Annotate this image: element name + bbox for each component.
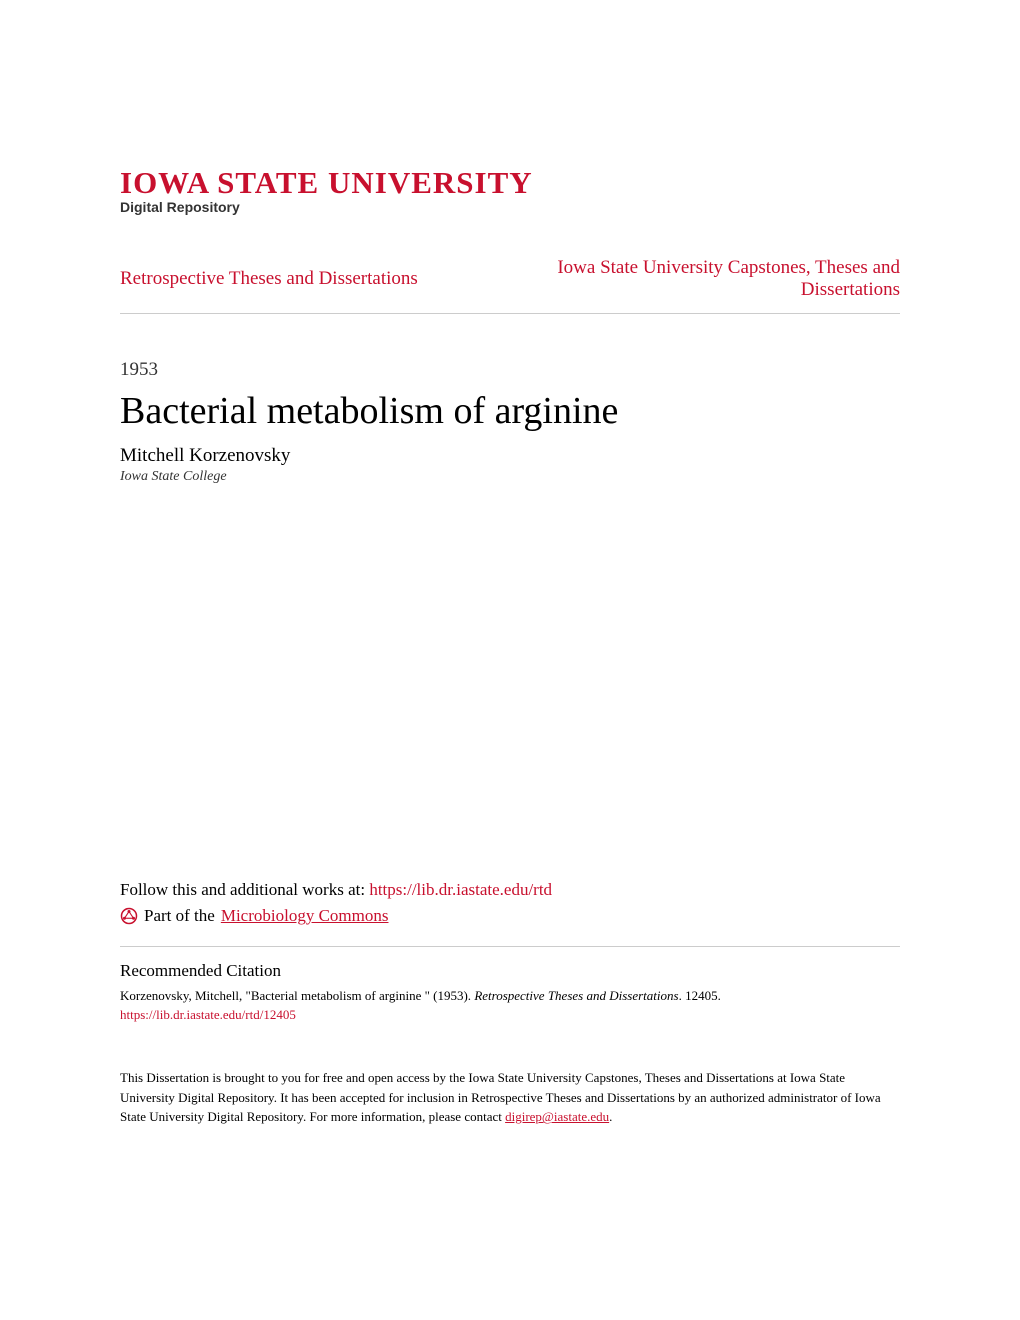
contact-email-link[interactable]: digirep@iastate.edu: [505, 1109, 609, 1124]
divider-line: [120, 946, 900, 947]
logo-section: IOWA STATE UNIVERSITY Digital Repository: [120, 165, 900, 215]
author-name: Mitchell Korzenovsky: [120, 445, 900, 467]
commons-link[interactable]: Microbiology Commons: [221, 906, 389, 926]
page-container: IOWA STATE UNIVERSITY Digital Repository…: [0, 0, 1020, 1187]
network-icon: [120, 907, 138, 925]
follow-url-link[interactable]: https://lib.dr.iastate.edu/rtd: [369, 880, 552, 899]
citation-part1: Korzenovsky, Mitchell, "Bacterial metabo…: [120, 988, 474, 1003]
citation-url-link[interactable]: https://lib.dr.iastate.edu/rtd/12405: [120, 1007, 900, 1023]
university-name: IOWA STATE UNIVERSITY: [120, 165, 900, 201]
part-prefix: Part of the: [144, 906, 215, 926]
disclaimer-part2: .: [609, 1109, 612, 1124]
follow-section: Follow this and additional works at: htt…: [120, 880, 900, 900]
follow-prefix: Follow this and additional works at:: [120, 880, 369, 899]
citation-part2: . 12405.: [679, 988, 721, 1003]
author-affiliation: Iowa State College: [120, 469, 900, 485]
citation-heading: Recommended Citation: [120, 961, 900, 981]
collection-link-left[interactable]: Retrospective Theses and Dissertations: [120, 268, 418, 290]
publication-year: 1953: [120, 359, 900, 381]
document-title: Bacterial metabolism of arginine: [120, 389, 900, 433]
digital-repository-label: Digital Repository: [120, 199, 900, 215]
collection-link-right[interactable]: Iowa State University Capstones, Theses …: [520, 257, 900, 301]
citation-italic: Retrospective Theses and Dissertations: [474, 988, 678, 1003]
disclaimer-text: This Dissertation is brought to you for …: [120, 1068, 900, 1127]
part-of-section: Part of the Microbiology Commons: [120, 906, 900, 926]
header-links: Retrospective Theses and Dissertations I…: [120, 245, 900, 314]
citation-text: Korzenovsky, Mitchell, "Bacterial metabo…: [120, 987, 900, 1005]
disclaimer-part1: This Dissertation is brought to you for …: [120, 1070, 881, 1124]
